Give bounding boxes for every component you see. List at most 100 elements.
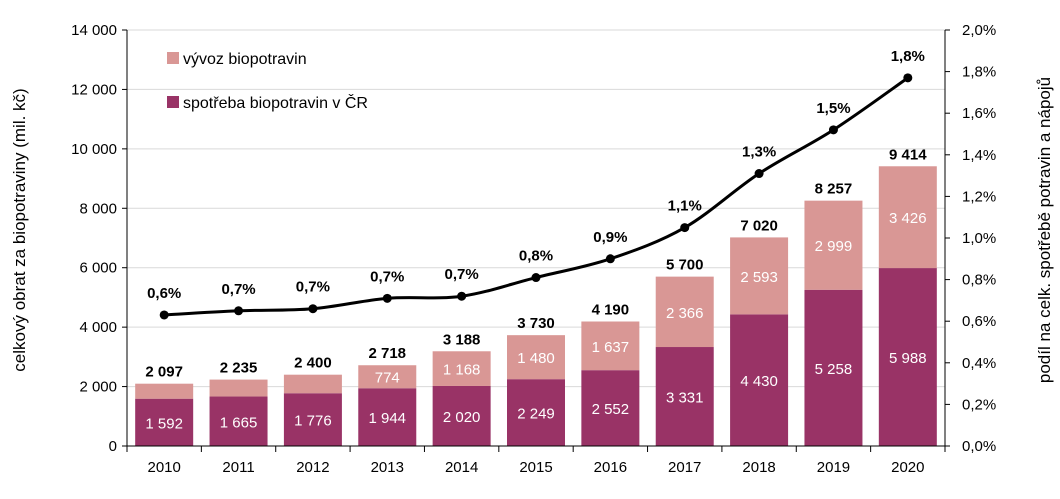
- label-domestic: 1 944: [368, 410, 406, 427]
- bar-domestic: [507, 379, 565, 446]
- label-export: 1 480: [517, 350, 555, 367]
- share-point: [605, 254, 615, 264]
- y2-tick-label: 1,8%: [962, 64, 996, 81]
- total-label: 2 235: [220, 360, 258, 377]
- total-label: 3 188: [443, 331, 481, 348]
- bar-domestic: [655, 347, 714, 446]
- y-tick-label: 14 000: [71, 22, 117, 39]
- legend: vývoz biopotravin spotřeba biopotravin v …: [167, 51, 368, 112]
- share-label: 1,3%: [742, 144, 776, 161]
- total-label: 5 700: [666, 257, 704, 274]
- bar-domestic: [878, 268, 937, 446]
- total-label: 2 400: [294, 355, 332, 372]
- y2-axis-title: podíl na celk. spotřebě potravin a nápoj…: [1035, 77, 1054, 383]
- total-label: 2 097: [145, 364, 183, 381]
- bar-export: [283, 374, 342, 394]
- share-label: 0,8%: [519, 248, 553, 265]
- y2-tick-label: 1,4%: [962, 147, 996, 164]
- share-label: 0,7%: [445, 266, 479, 283]
- y2-tick-label: 0,8%: [962, 272, 996, 289]
- bar-export: [358, 365, 417, 389]
- label-domestic: 5 258: [815, 361, 853, 378]
- label-export: 2 593: [740, 269, 778, 286]
- data-labels: 1 592 2 097 1 665 2 235 1 776 2 400 1 944 774 2 …: [145, 48, 927, 433]
- share-label: 1,5%: [816, 100, 850, 117]
- y-tick-label: 8 000: [79, 200, 117, 217]
- x-tick-label: 2011: [222, 459, 254, 476]
- label-domestic: 4 430: [740, 373, 778, 390]
- share-label: 0,7%: [296, 279, 330, 296]
- share-label: 0,7%: [370, 268, 404, 285]
- bar-domestic: [283, 393, 342, 446]
- label-domestic: 2 249: [517, 406, 555, 423]
- x-tick-label: 2014: [445, 459, 478, 476]
- share-point: [159, 310, 169, 320]
- y-tick-label: 2 000: [79, 379, 117, 396]
- legend-swatch: [167, 52, 179, 64]
- share-label: 0,9%: [593, 229, 627, 246]
- bar-export: [655, 276, 714, 348]
- share-point: [754, 169, 764, 179]
- bar-export: [804, 200, 863, 290]
- label-domestic: 1 592: [145, 415, 183, 432]
- y2-tick-label: 1,6%: [962, 105, 996, 122]
- share-point: [382, 293, 392, 303]
- label-domestic: 1 665: [220, 414, 258, 431]
- y-tick-label: 10 000: [71, 141, 117, 158]
- total-label: 9 414: [889, 146, 927, 163]
- total-label: 7 020: [740, 217, 778, 234]
- share-point: [680, 223, 690, 233]
- y-tick-label: 4 000: [79, 319, 117, 336]
- x-tick-label: 2017: [668, 459, 701, 476]
- bar-export: [730, 237, 789, 315]
- bar-domestic: [730, 314, 789, 446]
- share-label: 1,8%: [891, 48, 925, 65]
- share-point: [234, 306, 244, 316]
- share-point: [531, 273, 541, 283]
- legend-label: spotřeba biopotravin v ČR: [183, 93, 368, 112]
- y-tick-label: 6 000: [79, 260, 117, 277]
- bar-domestic: [209, 396, 268, 446]
- bars: [135, 166, 937, 446]
- y2-tick-label: 0,2%: [962, 396, 996, 413]
- label-export: 2 999: [815, 238, 853, 255]
- y2-tick-label: 2,0%: [962, 22, 996, 39]
- x-tick-label: 2015: [519, 459, 552, 476]
- y-axis-title: celkový obrat za biopotraviny (mil. kč): [10, 88, 29, 371]
- share-label: 0,7%: [221, 281, 255, 298]
- share-point: [903, 73, 913, 83]
- label-domestic: 1 776: [294, 413, 332, 430]
- share-label: 1,1%: [668, 198, 702, 215]
- y2-tick-label: 0,6%: [962, 313, 996, 330]
- legend-label: vývoz biopotravin: [183, 51, 307, 68]
- bar-export: [507, 335, 565, 380]
- y2-tick-label: 0,4%: [962, 355, 996, 372]
- y-tick-label: 12 000: [71, 81, 117, 98]
- legend-swatch: [167, 96, 179, 108]
- label-domestic: 3 331: [666, 390, 704, 407]
- y2-tick-label: 0,0%: [962, 438, 996, 455]
- label-export: 1 637: [592, 339, 630, 356]
- y2-tick-label: 1,2%: [962, 188, 996, 205]
- total-label: 3 730: [517, 315, 555, 332]
- total-label: 2 718: [368, 345, 406, 362]
- bar-domestic: [804, 289, 863, 446]
- bar-export: [878, 166, 937, 269]
- axes: 0 2 000 4 000 6 000 8 000 10 000 12 000 14 000 0…: [71, 22, 996, 476]
- share-point: [828, 125, 838, 135]
- x-tick-label: 2020: [891, 459, 924, 476]
- x-tick-label: 2016: [594, 459, 627, 476]
- total-label: 8 257: [815, 181, 853, 198]
- bar-export: [135, 383, 194, 399]
- label-export: 1 168: [443, 362, 481, 379]
- share-label: 0,6%: [147, 285, 181, 302]
- share-point: [457, 291, 467, 301]
- x-tick-label: 2018: [742, 459, 775, 476]
- y-tick-label: 0: [109, 438, 117, 455]
- label-export: 3 426: [889, 210, 927, 227]
- x-tick-label: 2013: [371, 459, 404, 476]
- y2-tick-label: 1,0%: [962, 230, 996, 247]
- label-domestic: 5 988: [889, 350, 927, 367]
- share-line-layer: [159, 73, 913, 320]
